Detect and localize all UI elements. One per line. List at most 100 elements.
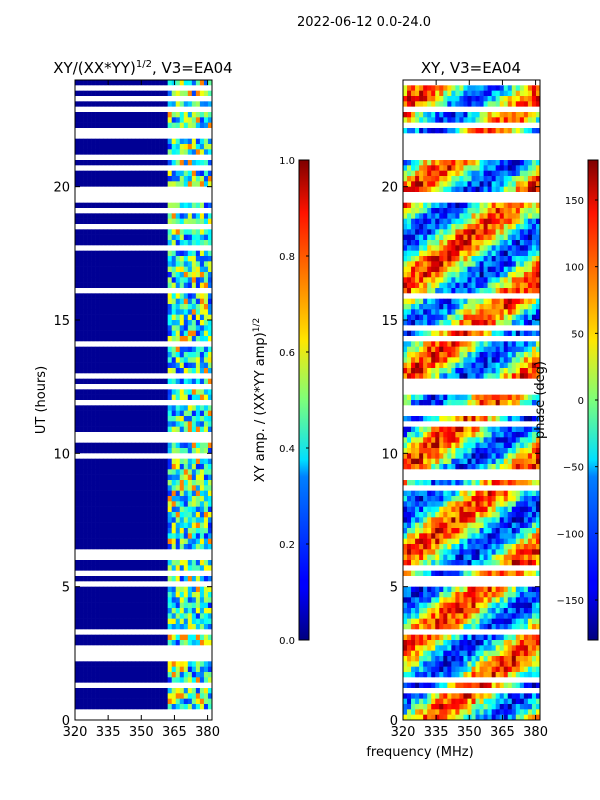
amplitude-heatmap-cell (111, 405, 116, 411)
amplitude-heatmap-cell (111, 469, 116, 475)
amplitude-heatmap-cell (191, 464, 197, 470)
amplitude-heatmap-cell (191, 352, 197, 358)
amplitude-heatmap-cell (163, 698, 168, 705)
amplitude-heatmap-cell (83, 565, 88, 571)
amplitude-heatmap-cell (155, 346, 160, 353)
phase-heatmap-cell (467, 160, 472, 166)
amplitude-heatmap-cell (107, 389, 112, 395)
amplitude-heatmap-cell (119, 218, 124, 225)
amplitude-heatmap-cell (131, 714, 136, 720)
amplitude-heatmap-cell (207, 714, 212, 720)
amplitude-heatmap-cell (87, 693, 92, 699)
amplitude-heatmap-cell (91, 320, 96, 326)
amplitude-heatmap-cell (143, 272, 148, 278)
amplitude-heatmap-cell (139, 202, 144, 209)
amplitude-heatmap-cell (111, 522, 116, 529)
amplitude-heatmap-cell (135, 410, 140, 417)
amplitude-heatmap-cell (135, 693, 140, 699)
amplitude-heatmap-cell (75, 544, 80, 550)
amplitude-heatmap-cell (203, 485, 209, 491)
amplitude-heatmap-cell (115, 650, 120, 657)
amplitude-heatmap-cell (143, 85, 148, 91)
amplitude-heatmap-cell (119, 229, 124, 235)
amplitude-heatmap-cell (155, 421, 160, 427)
amplitude-heatmap-cell (183, 426, 189, 433)
amplitude-heatmap-cell (83, 634, 88, 641)
phase-heatmap-cell (419, 149, 424, 155)
amplitude-heatmap-cell (207, 474, 212, 481)
amplitude-heatmap-cell (139, 256, 144, 262)
amplitude-heatmap-cell (131, 90, 136, 97)
amplitude-heatmap-cell (175, 672, 181, 678)
amplitude-heatmap-cell (99, 458, 104, 465)
amplitude-heatmap-cell (143, 554, 148, 561)
amplitude-heatmap-cell (119, 357, 124, 363)
amplitude-heatmap-cell (147, 522, 152, 529)
amplitude-heatmap-cell (171, 576, 177, 582)
amplitude-heatmap-cell (123, 442, 128, 449)
amplitude-heatmap-cell (143, 624, 148, 630)
amplitude-heatmap-cell (139, 693, 144, 699)
amplitude-heatmap-cell (83, 128, 88, 134)
amplitude-heatmap-cell (167, 160, 173, 166)
phase-heatmap-cell (411, 202, 416, 209)
amplitude-heatmap-cell (79, 229, 84, 235)
amplitude-heatmap-cell (75, 122, 80, 129)
amplitude-heatmap-cell (187, 341, 193, 347)
amplitude-heatmap-cell (83, 224, 88, 230)
phase-heatmap-cell (419, 112, 424, 118)
amplitude-heatmap-cell (99, 373, 104, 379)
phase-heatmap-cell (515, 176, 521, 182)
amplitude-heatmap-cell (207, 122, 212, 129)
amplitude-heatmap-cell (123, 661, 128, 667)
amplitude-heatmap-cell (171, 266, 177, 273)
amplitude-heatmap-cell (79, 496, 84, 502)
amplitude-heatmap-cell (151, 608, 156, 614)
amplitude-heatmap-cell (83, 352, 88, 358)
amplitude-heatmap-cell (203, 570, 209, 577)
amplitude-heatmap-cell (95, 298, 100, 305)
amplitude-heatmap-cell (203, 410, 209, 417)
amplitude-heatmap-cell (179, 485, 185, 491)
amplitude-heatmap-cell (175, 480, 181, 486)
amplitude-heatmap-cell (151, 149, 156, 155)
amplitude-heatmap-cell (83, 533, 88, 539)
amplitude-heatmap-cell (103, 325, 108, 331)
amplitude-heatmap-cell (131, 698, 136, 705)
amplitude-heatmap-cell (127, 245, 132, 251)
phase-heatmap-cell (479, 186, 484, 193)
amplitude-heatmap-cell (127, 570, 132, 577)
amplitude-heatmap-cell (75, 138, 80, 145)
amplitude-heatmap-cell (119, 106, 124, 113)
amplitude-heatmap-cell (159, 512, 164, 518)
phase-heatmap-cell (487, 197, 492, 203)
amplitude-heatmap-cell (179, 634, 185, 641)
amplitude-heatmap-cell (79, 426, 84, 433)
amplitude-heatmap-cell (91, 80, 96, 86)
amplitude-heatmap-cell (155, 357, 160, 363)
amplitude-heatmap-cell (199, 133, 205, 139)
amplitude-heatmap-cell (123, 544, 128, 550)
amplitude-heatmap-cell (191, 85, 197, 91)
amplitude-heatmap-cell (139, 336, 144, 342)
amplitude-heatmap-cell (83, 501, 88, 507)
amplitude-heatmap-cell (127, 373, 132, 379)
phase-heatmap-cell (479, 122, 484, 129)
amplitude-heatmap-cell (143, 490, 148, 497)
amplitude-heatmap-cell (155, 400, 160, 406)
phase-heatmap-cell (403, 186, 408, 193)
amplitude-heatmap-cell (159, 501, 164, 507)
phase-heatmap-cell (463, 112, 468, 118)
amplitude-heatmap-cell (79, 149, 84, 155)
phase-heatmap-cell (523, 90, 529, 97)
amplitude-heatmap-cell (207, 165, 212, 171)
amplitude-heatmap-cell (111, 309, 116, 315)
amplitude-heatmap-cell (151, 373, 156, 379)
amplitude-heatmap-cell (91, 128, 96, 134)
amplitude-heatmap-cell (119, 133, 124, 139)
amplitude-heatmap-cell (199, 112, 205, 118)
amplitude-heatmap-cell (103, 688, 108, 694)
amplitude-heatmap-cell (155, 250, 160, 257)
phase-heatmap-cell (471, 80, 476, 86)
amplitude-heatmap-cell (87, 432, 92, 438)
